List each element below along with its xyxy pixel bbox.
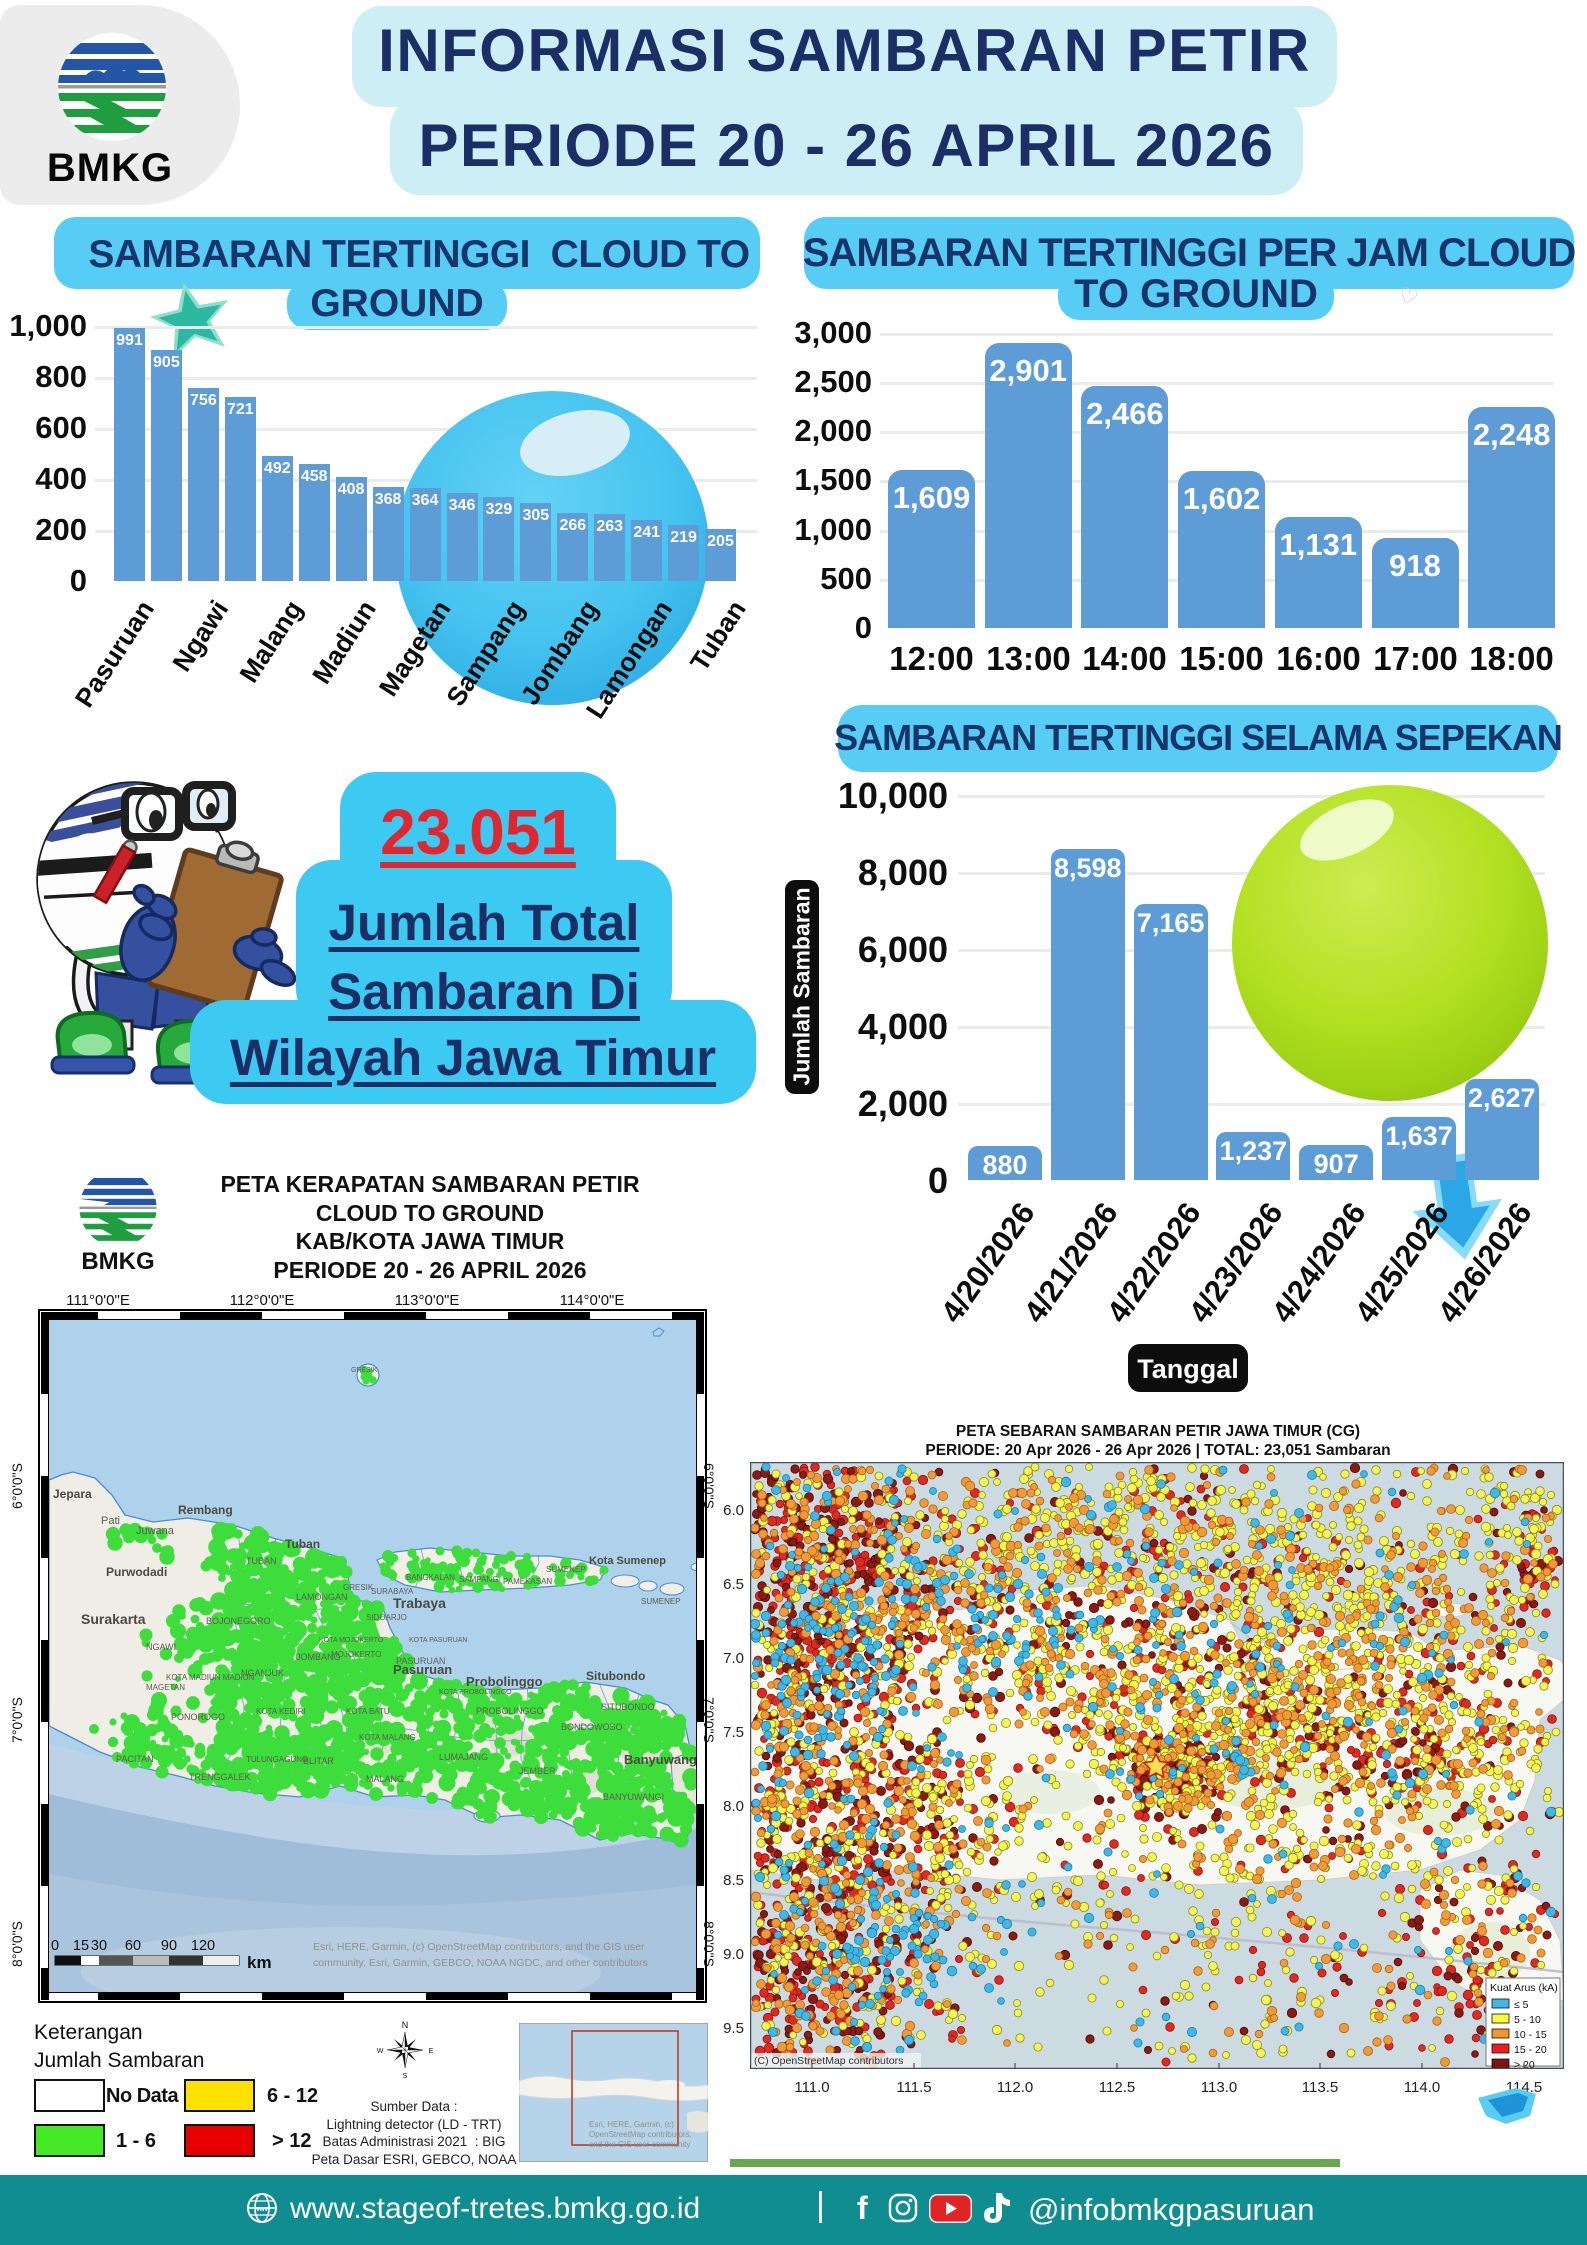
svg-text:BLITAR: BLITAR xyxy=(303,1756,334,1766)
svg-text:SITUBONDO: SITUBONDO xyxy=(601,1702,655,1712)
svg-text:PONOROGO: PONOROGO xyxy=(171,1712,225,1722)
svg-text:N: N xyxy=(402,2020,409,2030)
svg-text:TUBAN: TUBAN xyxy=(246,1556,277,1566)
svg-text:OpenStreetMap contributors,: OpenStreetMap contributors, xyxy=(589,2130,692,2139)
svg-text:KOTA PROBOLINGGO: KOTA PROBOLINGGO xyxy=(439,1689,512,1696)
svg-text:LUMAJANG: LUMAJANG xyxy=(439,1752,488,1762)
svg-text:Surakarta: Surakarta xyxy=(81,1611,146,1627)
svg-text:SUMENEP: SUMENEP xyxy=(546,1565,586,1574)
svg-text:NGAWI: NGAWI xyxy=(146,1642,176,1652)
svg-text:community, Esri, Garmin, GEBCO: community, Esri, Garmin, GEBCO, NOAA NGD… xyxy=(313,1957,648,1969)
svg-text:km: km xyxy=(247,1953,272,1972)
svg-text:Kota Sumenep: Kota Sumenep xyxy=(589,1555,666,1567)
svg-text:and the GIS user community: and the GIS user community xyxy=(589,2140,690,2149)
svg-text:MOJOKERTO: MOJOKERTO xyxy=(331,1650,381,1659)
svg-text:PAMEKASAN: PAMEKASAN xyxy=(503,1577,552,1586)
svg-text:GRESIK: GRESIK xyxy=(351,1367,378,1374)
svg-text:JEMBER: JEMBER xyxy=(519,1766,556,1776)
svg-text:TULUNGAGUNG: TULUNGAGUNG xyxy=(246,1755,308,1764)
svg-text:E: E xyxy=(429,2048,434,2055)
svg-text:Esri, HERE, Garmin, (c): Esri, HERE, Garmin, (c) xyxy=(589,2120,674,2129)
svg-text:BONDOWOSO: BONDOWOSO xyxy=(561,1722,623,1732)
svg-text:PASURUAN: PASURUAN xyxy=(396,1656,445,1666)
svg-text:SIDOARJO: SIDOARJO xyxy=(366,1613,407,1622)
svg-text:Banyuwangi: Banyuwangi xyxy=(624,1752,701,1767)
svg-text:SAMPANG: SAMPANG xyxy=(459,1575,498,1584)
svg-text:JOMBANG: JOMBANG xyxy=(296,1652,341,1662)
svg-text:KOTA MADIUN MADIUN: KOTA MADIUN MADIUN xyxy=(166,1673,255,1682)
svg-text:SUMENEP: SUMENEP xyxy=(641,1597,681,1606)
svg-text:Tuban: Tuban xyxy=(285,1537,320,1551)
svg-text:Jepara: Jepara xyxy=(53,1487,92,1501)
svg-text:NGANJUK: NGANJUK xyxy=(241,1668,284,1678)
svg-text:LAMONGAN: LAMONGAN xyxy=(296,1592,348,1602)
svg-text:S: S xyxy=(403,2073,408,2080)
svg-text:GRESIK: GRESIK xyxy=(343,1583,374,1592)
svg-text:Juwana: Juwana xyxy=(136,1525,175,1537)
svg-text:PACITAN: PACITAN xyxy=(116,1754,154,1764)
svg-text:30: 30 xyxy=(91,1938,107,1954)
svg-text:KOTA KEDIRI: KOTA KEDIRI xyxy=(256,1707,306,1716)
svg-text:BOJONEGORO: BOJONEGORO xyxy=(206,1616,271,1626)
svg-text:15: 15 xyxy=(73,1938,89,1954)
svg-text:SURABAYA: SURABAYA xyxy=(371,1587,414,1596)
svg-text:Rembang: Rembang xyxy=(178,1503,233,1517)
svg-text:MAGETAN: MAGETAN xyxy=(146,1683,185,1692)
svg-text:Pati: Pati xyxy=(101,1515,120,1527)
svg-text:0: 0 xyxy=(51,1938,59,1954)
svg-text:Situbondo: Situbondo xyxy=(586,1669,645,1683)
svg-text:Esri, HERE, Garmin, (c) OpenSt: Esri, HERE, Garmin, (c) OpenStreetMap co… xyxy=(313,1941,645,1953)
svg-text:KOTA MALANG: KOTA MALANG xyxy=(359,1733,416,1742)
svg-text:W: W xyxy=(377,2048,384,2055)
svg-text:Purwodadi: Purwodadi xyxy=(106,1565,167,1579)
svg-text:120: 120 xyxy=(191,1938,215,1954)
svg-text:PROBOLINGGO: PROBOLINGGO xyxy=(476,1706,544,1716)
svg-text:TRENGGALEK: TRENGGALEK xyxy=(189,1772,251,1782)
svg-text:60: 60 xyxy=(125,1938,141,1954)
svg-text:Trabaya: Trabaya xyxy=(393,1595,446,1611)
svg-text:BANYUWANGI: BANYUWANGI xyxy=(603,1792,664,1802)
svg-text:BANGKALAN: BANGKALAN xyxy=(406,1573,455,1582)
svg-text:KOTA MOJOKERTO: KOTA MOJOKERTO xyxy=(319,1637,384,1644)
svg-text:90: 90 xyxy=(161,1938,177,1954)
svg-text:KOTA PASURUAN: KOTA PASURUAN xyxy=(409,1637,467,1644)
svg-text:Probolinggo: Probolinggo xyxy=(466,1674,543,1689)
svg-text:MALANG: MALANG xyxy=(366,1774,404,1784)
svg-text:KOTA BATU: KOTA BATU xyxy=(346,1707,390,1716)
svg-text:Pasuruan: Pasuruan xyxy=(393,1662,452,1677)
